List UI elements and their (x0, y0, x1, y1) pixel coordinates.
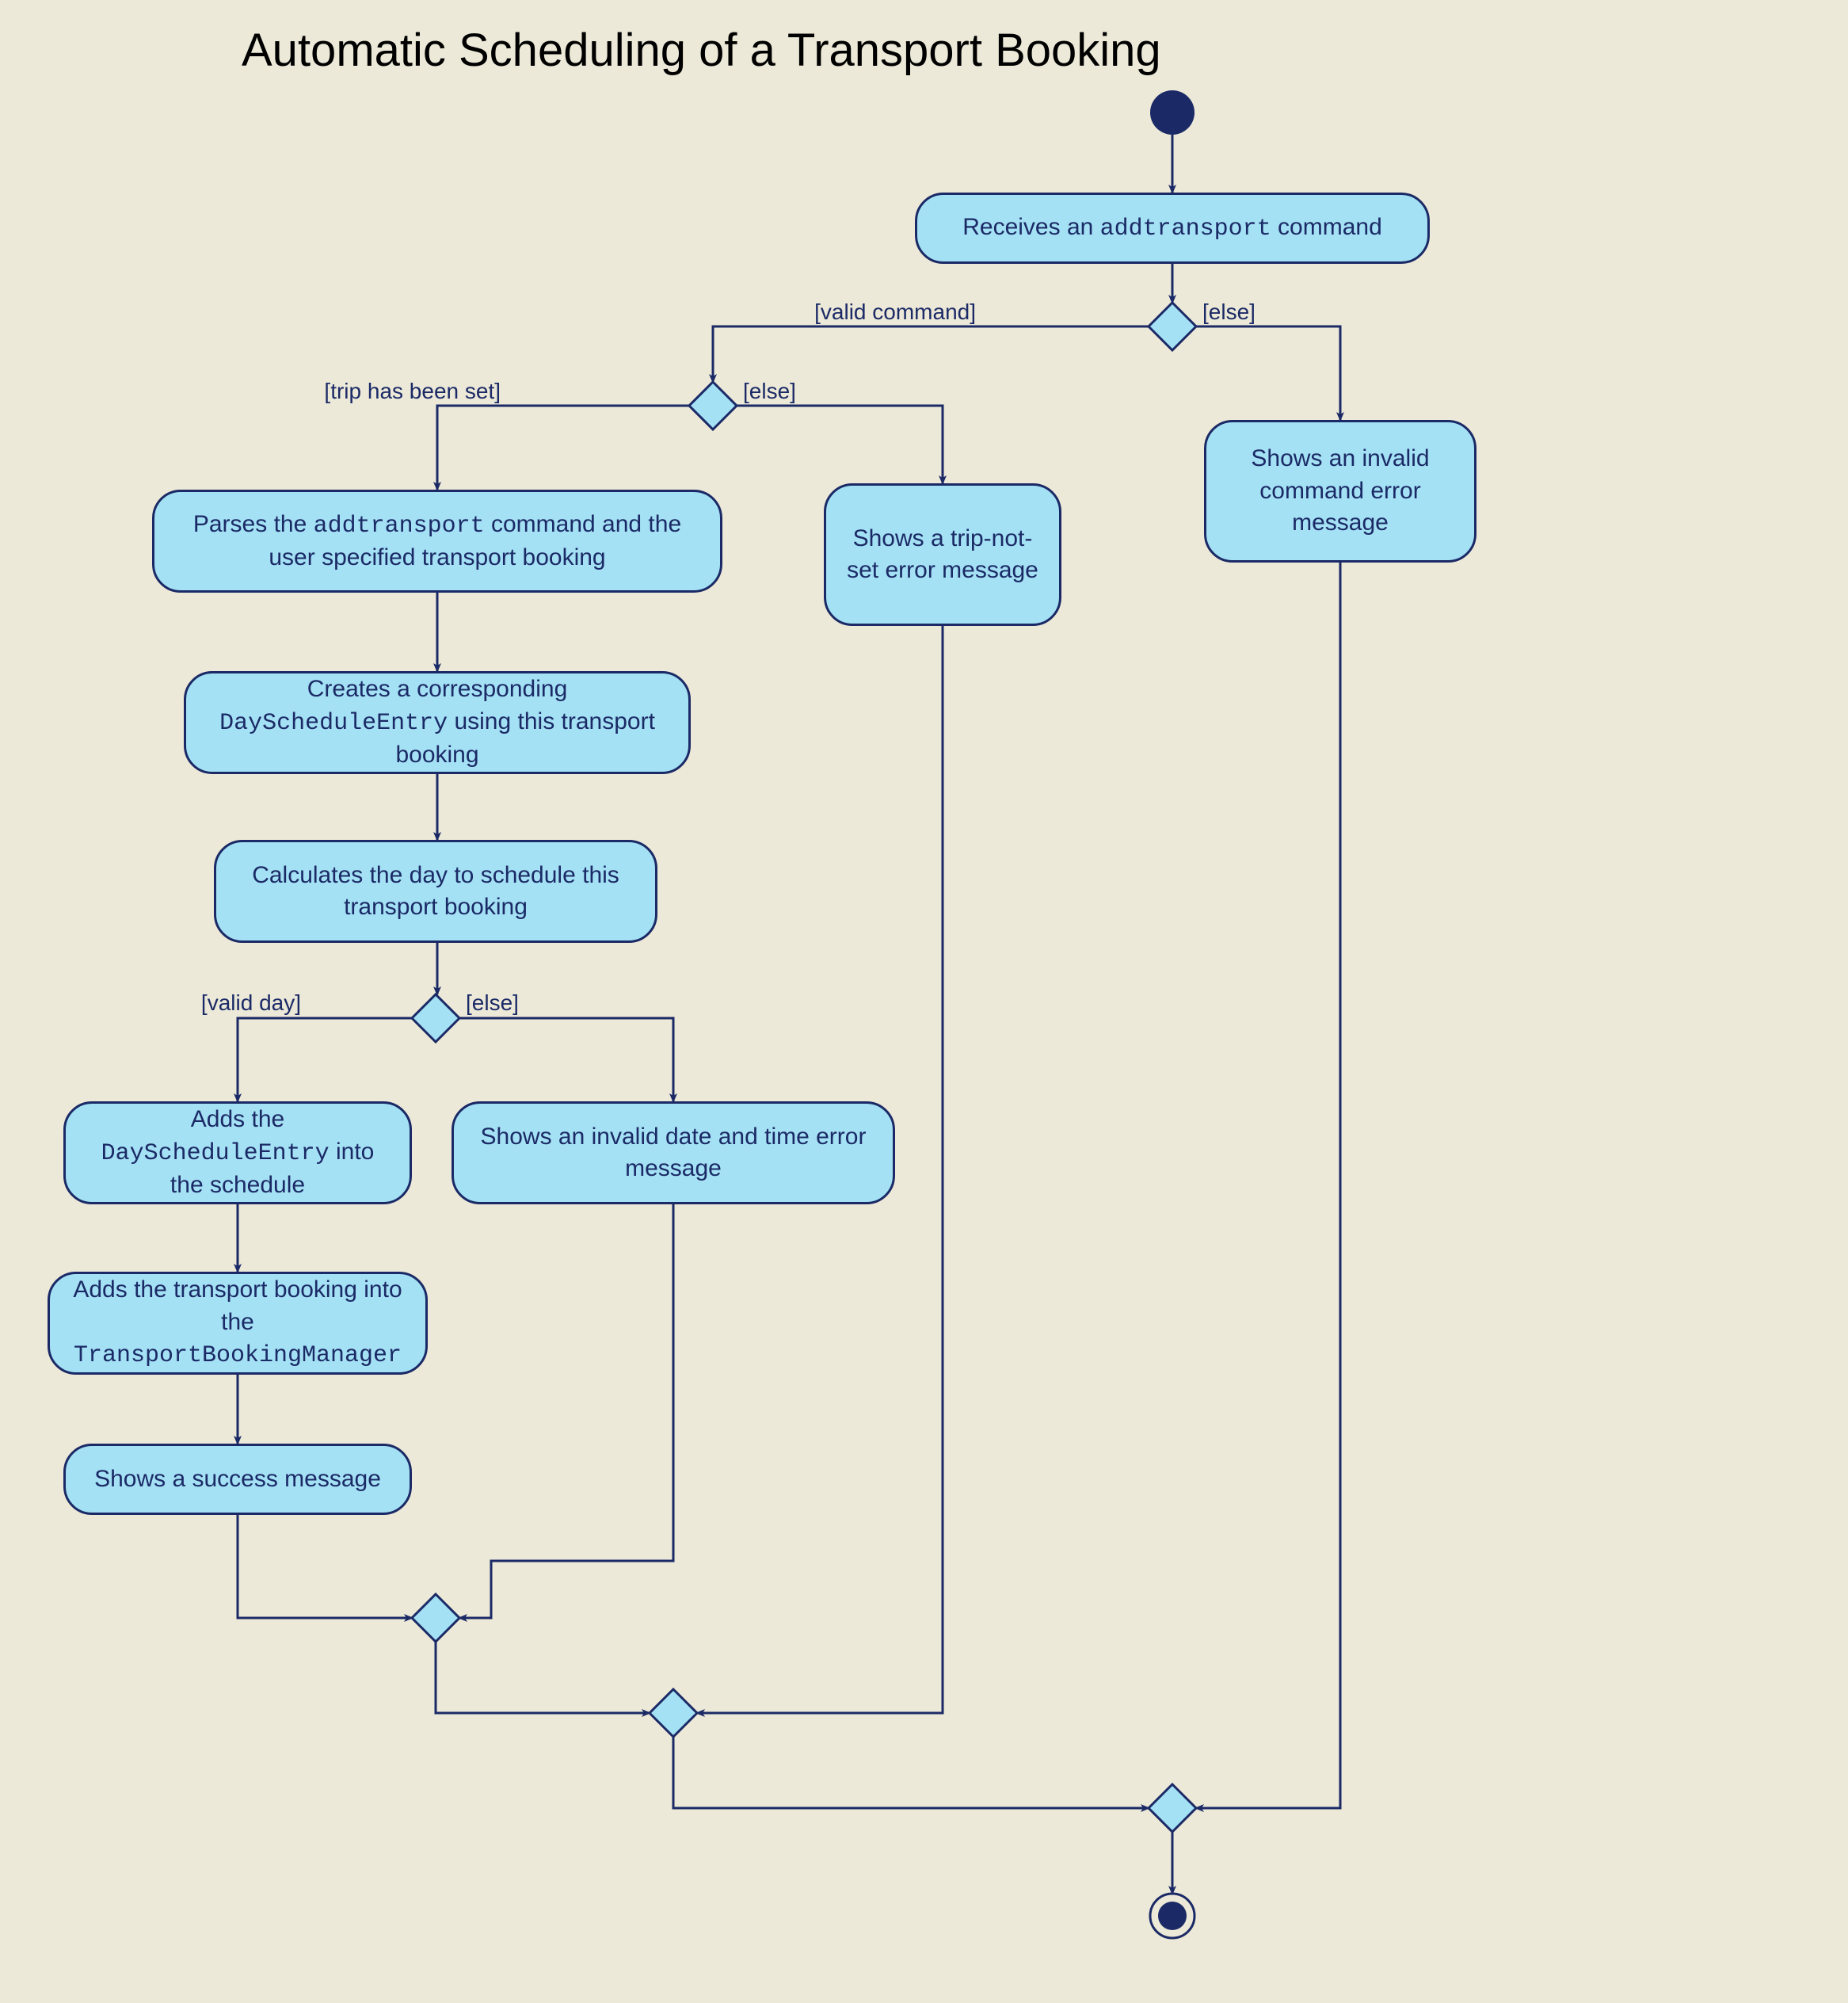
text: Shows a success message (94, 1463, 381, 1496)
guard-valid-command: [valid command] (814, 299, 976, 325)
text: Creates a corresponding (307, 676, 568, 702)
node-receives-command: Receives an addtransport command (915, 193, 1430, 264)
text: Shows a trip-not-set error message (842, 523, 1043, 587)
mono-text: DayScheduleEntry (101, 1140, 330, 1167)
node-success-message: Shows a success message (63, 1444, 412, 1515)
text: Calculates the day to schedule this tran… (232, 860, 639, 924)
text: Receives an (962, 214, 1099, 240)
guard-trip-set: [trip has been set] (324, 379, 501, 404)
text: command (1271, 214, 1382, 240)
node-adds-to-manager: Adds the transport booking into the Tran… (48, 1272, 428, 1375)
node-invalid-command-message: Shows an invalid command error message (1204, 420, 1476, 563)
mono-text: TransportBookingManager (74, 1342, 402, 1369)
node-calculates-day: Calculates the day to schedule this tran… (214, 840, 657, 943)
mono-text: addtransport (1100, 216, 1271, 242)
node-trip-not-set-message: Shows a trip-not-set error message (824, 483, 1061, 626)
node-creates-entry: Creates a corresponding DayScheduleEntry… (184, 671, 691, 774)
mono-text: addtransport (314, 513, 485, 540)
node-invalid-date-message: Shows an invalid date and time error mes… (452, 1101, 895, 1204)
guard-valid-day: [valid day] (201, 990, 301, 1016)
text: Adds the (191, 1106, 284, 1132)
text: Adds the transport booking into the (73, 1276, 402, 1335)
mono-text: DayScheduleEntry (219, 710, 448, 737)
text: Shows an invalid date and time error mes… (470, 1121, 877, 1185)
text: Parses the (193, 511, 314, 537)
node-parses-command: Parses the addtransport command and the … (152, 490, 722, 593)
activity-diagram: Automatic Scheduling of a Transport Book… (0, 0, 1848, 2003)
node-adds-entry: Adds the DayScheduleEntry into the sched… (63, 1101, 412, 1204)
text: Shows an invalid command error message (1222, 443, 1458, 540)
guard-else-d1: [else] (1202, 299, 1255, 325)
guard-else-d3: [else] (466, 990, 519, 1016)
guard-else-d2: [else] (743, 379, 796, 404)
